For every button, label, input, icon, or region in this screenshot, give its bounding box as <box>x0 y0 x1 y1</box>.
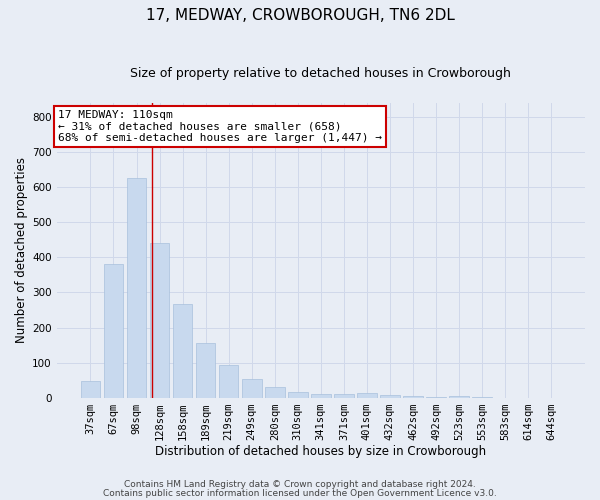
Bar <box>357 392 377 398</box>
Bar <box>311 394 331 398</box>
Bar <box>380 395 400 398</box>
X-axis label: Distribution of detached houses by size in Crowborough: Distribution of detached houses by size … <box>155 444 487 458</box>
Bar <box>219 364 238 398</box>
Bar <box>196 344 215 398</box>
Bar <box>403 396 423 398</box>
Bar <box>288 392 308 398</box>
Bar <box>104 264 123 398</box>
Text: 17, MEDWAY, CROWBOROUGH, TN6 2DL: 17, MEDWAY, CROWBOROUGH, TN6 2DL <box>146 8 454 22</box>
Bar <box>80 381 100 398</box>
Bar <box>449 396 469 398</box>
Bar <box>127 178 146 398</box>
Bar <box>334 394 353 398</box>
Bar <box>173 304 193 398</box>
Bar <box>150 243 169 398</box>
Text: Contains public sector information licensed under the Open Government Licence v3: Contains public sector information licen… <box>103 489 497 498</box>
Bar <box>242 380 262 398</box>
Text: 17 MEDWAY: 110sqm
← 31% of detached houses are smaller (658)
68% of semi-detache: 17 MEDWAY: 110sqm ← 31% of detached hous… <box>58 110 382 143</box>
Y-axis label: Number of detached properties: Number of detached properties <box>15 157 28 343</box>
Title: Size of property relative to detached houses in Crowborough: Size of property relative to detached ho… <box>130 68 511 80</box>
Bar <box>265 388 284 398</box>
Text: Contains HM Land Registry data © Crown copyright and database right 2024.: Contains HM Land Registry data © Crown c… <box>124 480 476 489</box>
